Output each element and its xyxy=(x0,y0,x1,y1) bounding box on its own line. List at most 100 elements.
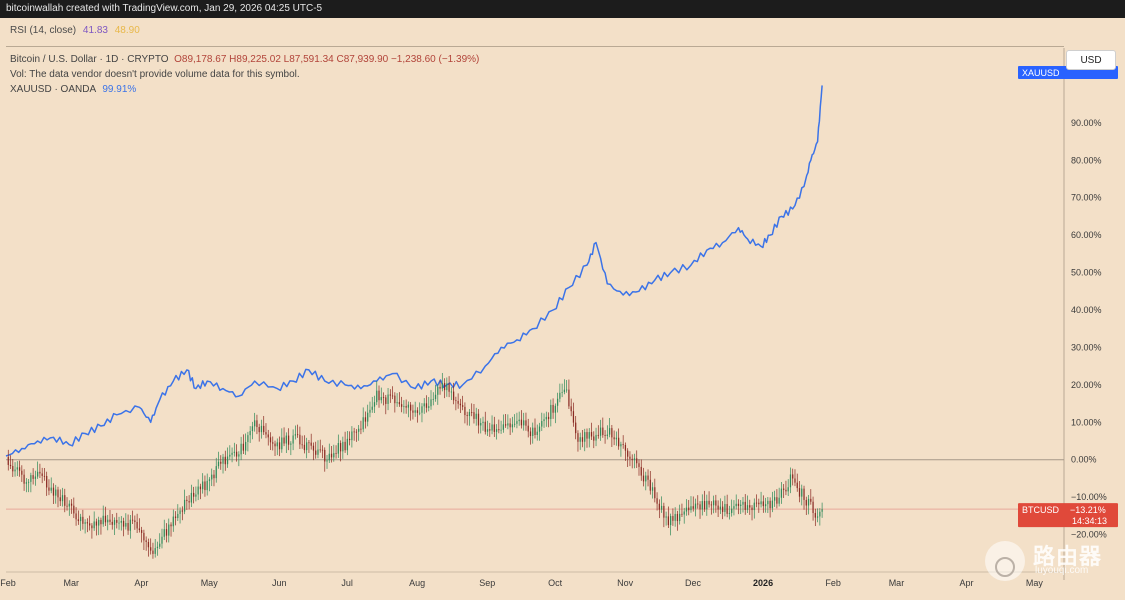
btc-candle xyxy=(518,419,520,422)
btc-candle xyxy=(502,424,504,430)
btc-candle xyxy=(611,428,613,438)
btc-candle xyxy=(136,522,138,529)
btc-candle xyxy=(462,405,464,407)
btc-candle xyxy=(744,501,746,510)
btc-candle xyxy=(385,397,387,404)
currency-button[interactable]: USD xyxy=(1066,50,1116,70)
btc-candle xyxy=(179,510,181,514)
btc-candle xyxy=(59,497,61,502)
btc-candle xyxy=(403,406,405,407)
btc-candle xyxy=(186,499,188,502)
rsi-pane[interactable]: RSI (14, close) 41.83 48.90 xyxy=(6,18,1064,47)
btc-candle xyxy=(554,405,556,413)
btc-candle xyxy=(39,471,41,474)
y-tick-label: 50.00% xyxy=(1071,268,1102,278)
btc-candle xyxy=(776,497,778,504)
y-tick-label: −20.00% xyxy=(1071,530,1107,540)
btc-candle xyxy=(154,548,156,554)
btc-symbol: Bitcoin / U.S. Dollar · 1D · CRYPTO xyxy=(10,54,169,65)
btc-candle xyxy=(245,441,247,451)
btc-candle xyxy=(398,402,400,405)
btc-candle xyxy=(672,516,674,521)
btc-candle xyxy=(287,435,290,445)
x-tick-label: Aug xyxy=(409,578,425,588)
btc-candle xyxy=(23,474,25,484)
btc-candle xyxy=(647,475,649,480)
btc-candle xyxy=(215,466,217,479)
btc-candle xyxy=(57,489,59,498)
btc-candle xyxy=(457,400,459,404)
btc-candle xyxy=(419,412,421,414)
btc-candle xyxy=(667,516,670,526)
btc-candle xyxy=(606,434,608,436)
btc-candle xyxy=(362,417,364,430)
btc-candle xyxy=(674,513,676,521)
btc-candle xyxy=(190,492,192,503)
btc-candle xyxy=(95,521,98,526)
btc-tag-value: −13.21% xyxy=(1070,505,1106,515)
btc-candle xyxy=(48,487,50,491)
btc-candle xyxy=(586,432,588,439)
btc-candle xyxy=(430,399,432,407)
btc-candle xyxy=(208,479,211,481)
btc-candle xyxy=(737,503,740,506)
y-tick-label: 40.00% xyxy=(1071,305,1102,315)
btc-candle xyxy=(263,425,265,433)
btc-candle xyxy=(242,443,244,451)
credit-text: bitcoinwallah created with TradingView.c… xyxy=(6,3,323,14)
btc-candle xyxy=(755,502,758,504)
btc-candle xyxy=(9,464,12,467)
btc-candle xyxy=(285,435,287,444)
btc-candle xyxy=(333,453,335,458)
btc-candle xyxy=(170,524,172,527)
btc-candle xyxy=(694,503,697,509)
btc-candle xyxy=(516,421,518,424)
btc-candle xyxy=(254,420,256,427)
btc-candle xyxy=(588,432,590,439)
btc-candle xyxy=(116,519,118,523)
btc-candle xyxy=(504,424,507,426)
btc-candle xyxy=(364,417,367,422)
btc-candle xyxy=(18,467,21,471)
btc-candle xyxy=(204,481,206,491)
btc-candle xyxy=(425,403,428,408)
btc-candle xyxy=(690,506,692,511)
btc-candle xyxy=(446,383,448,391)
btc-candle xyxy=(434,394,437,399)
btc-candle xyxy=(758,502,760,505)
btc-candle xyxy=(342,441,344,452)
btc-candle xyxy=(55,489,57,496)
btc-candle xyxy=(251,426,254,432)
btc-candle xyxy=(107,519,109,523)
btc-candle xyxy=(174,516,177,519)
btc-candle xyxy=(670,516,672,526)
gold-price-line xyxy=(5,85,823,457)
btc-candle xyxy=(283,437,285,444)
btc-candle xyxy=(91,525,93,529)
btc-candle xyxy=(256,420,258,428)
btc-candle xyxy=(706,500,708,510)
btc-candle xyxy=(310,442,312,446)
btc-candle xyxy=(339,443,342,452)
btc-candle xyxy=(25,482,27,484)
btc-candle xyxy=(796,482,798,489)
btc-candle xyxy=(290,443,292,445)
btc-countdown: 14:34:13 xyxy=(1072,516,1107,526)
btc-candle xyxy=(34,476,37,479)
btc-candle xyxy=(789,474,792,488)
btc-candle xyxy=(658,503,660,510)
btc-candle xyxy=(547,416,550,420)
btc-candle xyxy=(267,434,269,438)
btc-candle xyxy=(84,522,86,524)
btc-candle xyxy=(572,411,575,423)
btc-candle xyxy=(642,475,645,482)
btc-candle xyxy=(100,519,102,525)
btc-candle xyxy=(584,432,586,442)
btc-candle xyxy=(618,437,620,447)
x-tick-label: Apr xyxy=(960,578,974,588)
btc-candle xyxy=(46,475,48,488)
btc-candle xyxy=(599,427,602,436)
btc-candle xyxy=(480,423,482,426)
btc-candle xyxy=(629,456,631,459)
